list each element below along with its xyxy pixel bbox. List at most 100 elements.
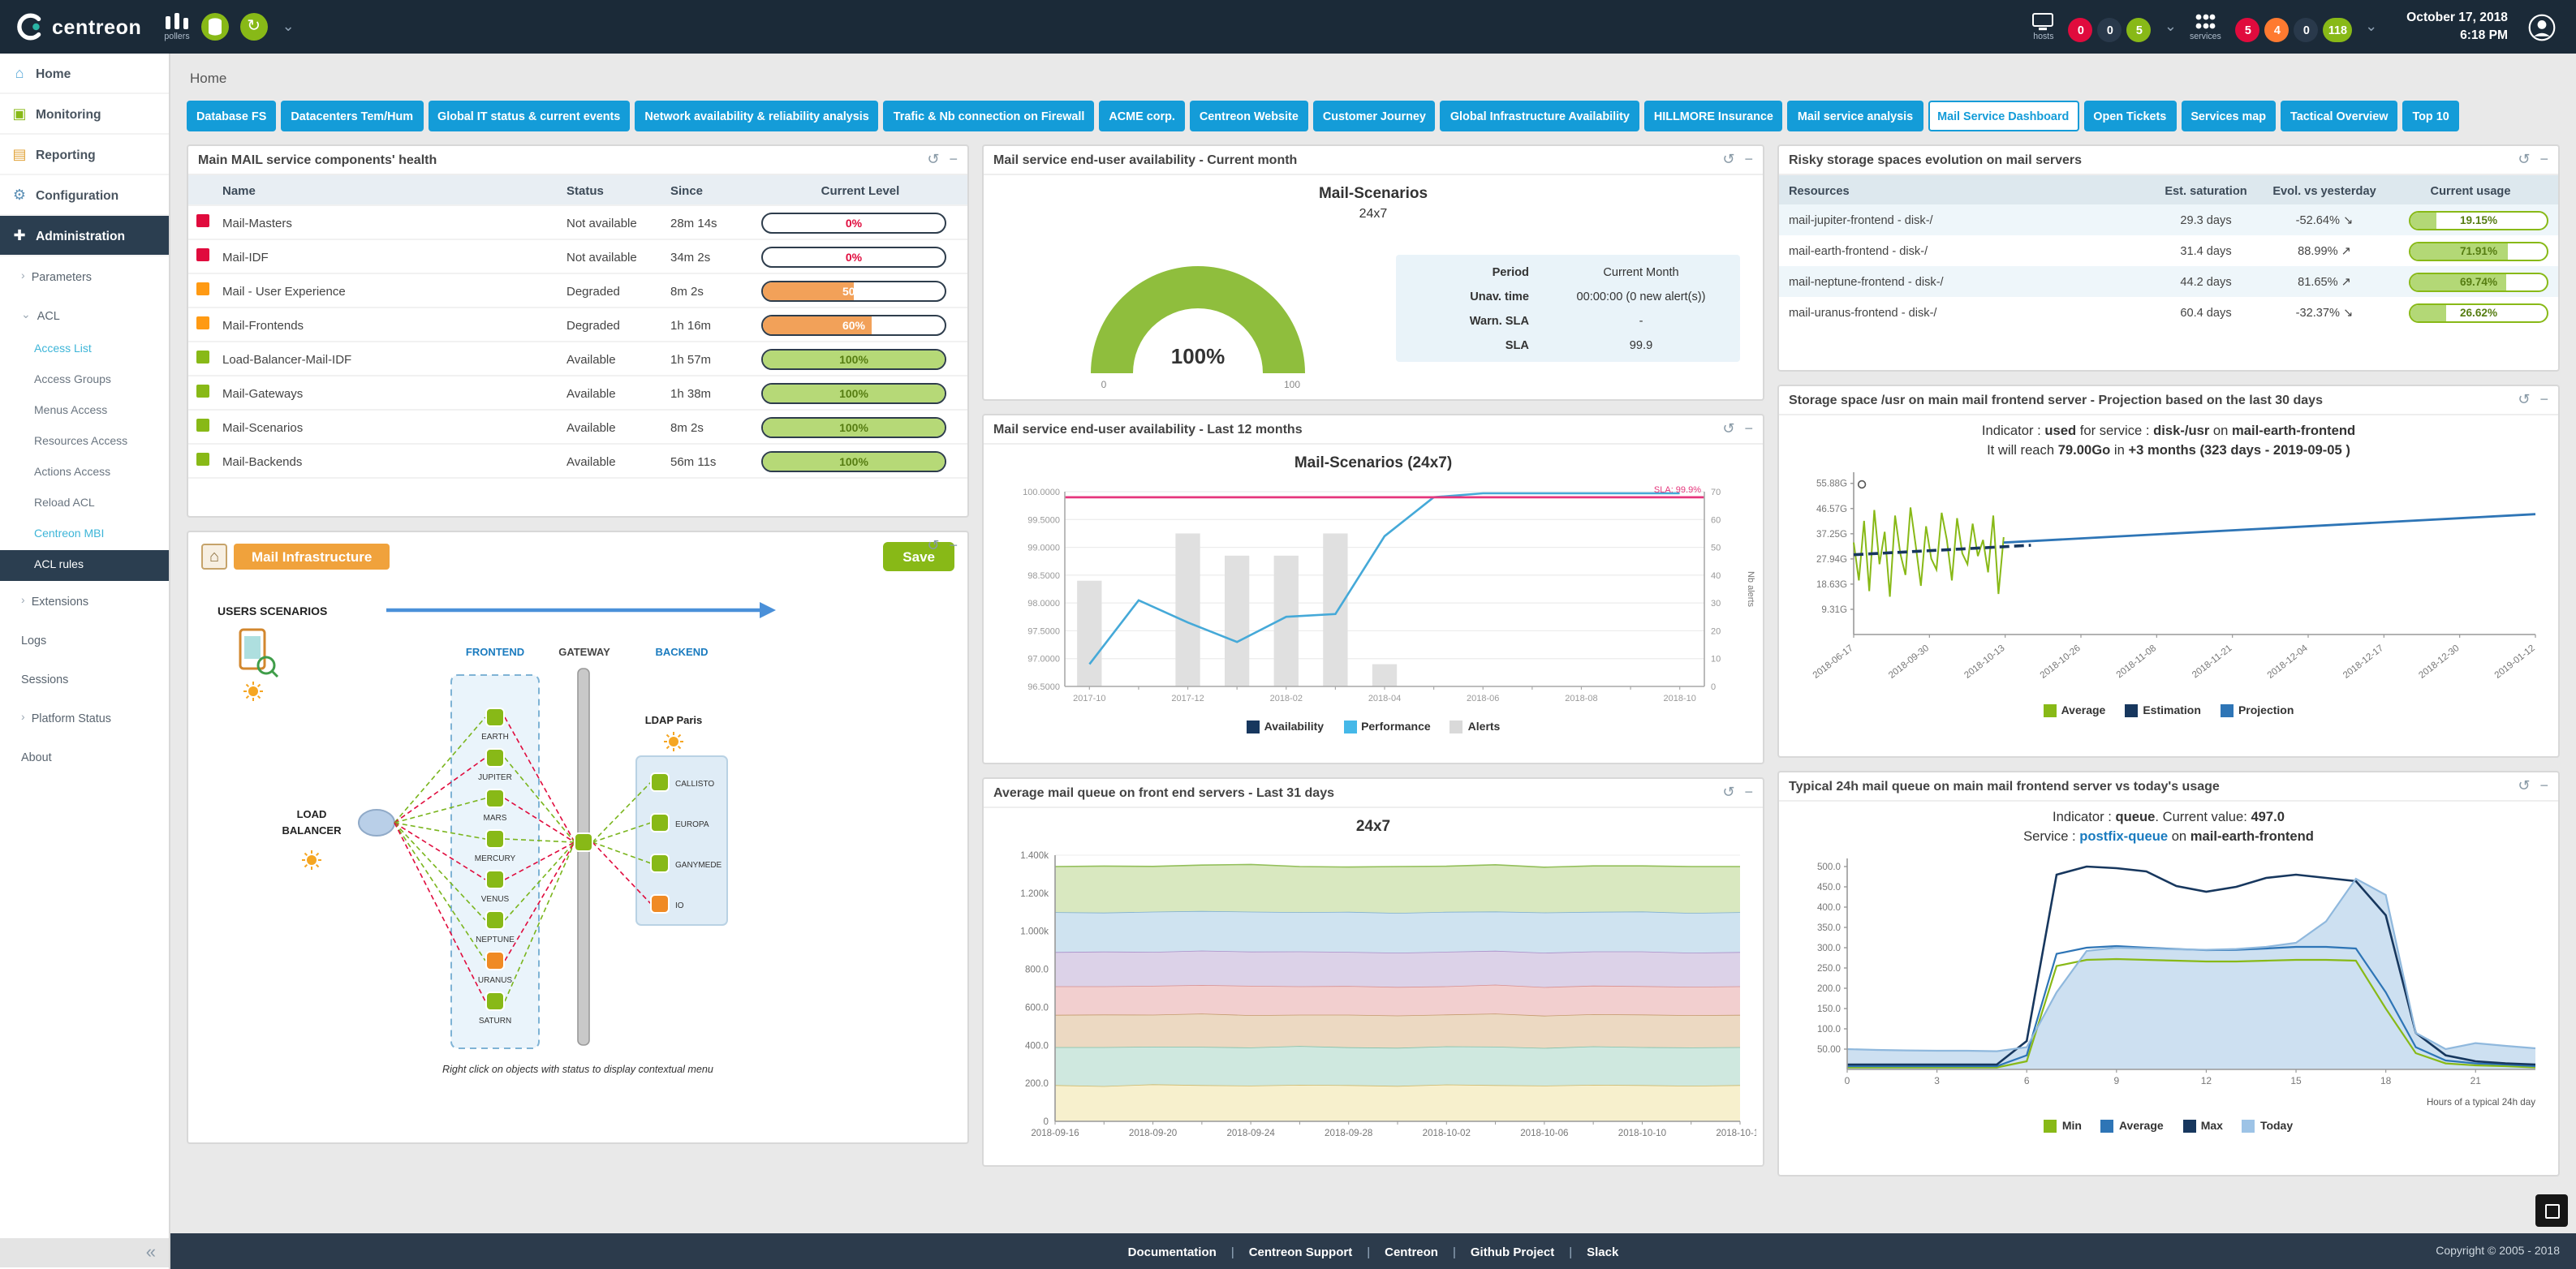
hosts-group[interactable]: hosts	[2033, 12, 2054, 41]
sidebar-item-reporting[interactable]: ▤Reporting	[0, 135, 169, 175]
panel-collapse-icon[interactable]: −	[2539, 393, 2548, 407]
service-status-badge[interactable]: 4	[2265, 17, 2290, 41]
sidebar-item-platform-status[interactable]: ›Platform Status	[0, 698, 169, 737]
tab-database-fs[interactable]: Database FS	[187, 101, 276, 131]
sidebar-item-parameters[interactable]: ›Parameters	[0, 256, 169, 295]
scroll-top-button[interactable]	[2535, 1194, 2568, 1227]
panel-options-icon[interactable]: ↺	[2518, 153, 2530, 167]
legend-item-alerts[interactable]: Alerts	[1450, 721, 1501, 733]
footer-link-slack[interactable]: Slack	[1587, 1244, 1618, 1258]
tab-network-availability-reliability-analysis[interactable]: Network availability & reliability analy…	[635, 101, 878, 131]
brand-logo[interactable]: centreon	[0, 13, 164, 41]
sync-icon[interactable]: ↻	[240, 13, 268, 41]
chevron-down-icon[interactable]: ⌄	[282, 18, 295, 36]
panel-options-icon[interactable]: ↺	[927, 153, 939, 167]
sidebar-item-monitoring[interactable]: ▣Monitoring	[0, 94, 169, 135]
health-row[interactable]: Mail - User ExperienceDegraded8m 2s50%	[188, 274, 967, 308]
sidebar-item-home[interactable]: ⌂Home	[0, 54, 169, 94]
legend-item-performance[interactable]: Performance	[1343, 721, 1431, 733]
host-status-badge[interactable]: 0	[2069, 17, 2093, 41]
health-row[interactable]: Mail-MastersNot available28m 14s0%	[188, 206, 967, 240]
tab-tactical-overview[interactable]: Tactical Overview	[2281, 101, 2397, 131]
panel-collapse-icon[interactable]: −	[2539, 779, 2548, 794]
sidebar-collapse-button[interactable]: «	[0, 1238, 169, 1267]
legend-item-average[interactable]: Average	[2044, 704, 2106, 717]
legend-item-today[interactable]: Today	[2242, 1120, 2293, 1133]
panel-collapse-icon[interactable]: −	[1744, 422, 1753, 437]
tab-centreon-website[interactable]: Centreon Website	[1190, 101, 1308, 131]
health-row[interactable]: Mail-BackendsAvailable56m 11s100%	[188, 445, 967, 479]
sidebar-item-access-groups[interactable]: Access Groups	[0, 365, 169, 396]
sidebar-item-menus-access[interactable]: Menus Access	[0, 396, 169, 427]
health-row[interactable]: Mail-GatewaysAvailable1h 38m100%	[188, 376, 967, 411]
pollers-group[interactable]: pollers	[164, 12, 189, 41]
panel-collapse-icon[interactable]: −	[949, 153, 958, 167]
tab-datacenters-tem-hum[interactable]: Datacenters Tem/Hum	[281, 101, 423, 131]
tab-open-tickets[interactable]: Open Tickets	[2083, 101, 2176, 131]
tab-top-10[interactable]: Top 10	[2402, 101, 2458, 131]
health-row[interactable]: Mail-IDFNot available34m 2s0%	[188, 240, 967, 274]
infra-chip[interactable]: Mail Infrastructure	[234, 544, 390, 570]
tab-services-map[interactable]: Services map	[2181, 101, 2276, 131]
sidebar-item-reload-acl[interactable]: Reload ACL	[0, 488, 169, 519]
footer-link-centreon-support[interactable]: Centreon Support	[1249, 1244, 1353, 1258]
service-status-badge[interactable]: 0	[2294, 17, 2319, 41]
sidebar-item-administration[interactable]: ✚Administration	[0, 216, 169, 256]
database-icon[interactable]	[201, 13, 229, 41]
panel-collapse-icon[interactable]: −	[949, 539, 958, 553]
panel-options-icon[interactable]: ↺	[2518, 779, 2530, 794]
tab-hillmore-insurance[interactable]: HILLMORE Insurance	[1644, 101, 1783, 131]
tab-mail-service-analysis[interactable]: Mail service analysis	[1788, 101, 1923, 131]
footer-link-documentation[interactable]: Documentation	[1128, 1244, 1217, 1258]
sidebar-item-access-list[interactable]: Access List	[0, 334, 169, 365]
tab-mail-service-dashboard[interactable]: Mail Service Dashboard	[1928, 101, 2078, 131]
legend-item-min[interactable]: Min	[2044, 1120, 2082, 1133]
sidebar-item-acl-rules[interactable]: ACL rules	[0, 550, 169, 581]
panel-collapse-icon[interactable]: −	[1744, 153, 1753, 167]
sidebar-item-about[interactable]: About	[0, 737, 169, 776]
sidebar-item-centreon-mbi[interactable]: Centreon MBI	[0, 519, 169, 550]
footer-link-github-project[interactable]: Github Project	[1471, 1244, 1554, 1258]
tab-customer-journey[interactable]: Customer Journey	[1313, 101, 1436, 131]
panel-options-icon[interactable]: ↺	[1722, 153, 1734, 167]
panel-options-icon[interactable]: ↺	[1722, 422, 1734, 437]
chevron-down-icon[interactable]: ⌄	[2165, 18, 2177, 36]
health-row[interactable]: Mail-FrontendsDegraded1h 16m60%	[188, 308, 967, 342]
panel-options-icon[interactable]: ↺	[2518, 393, 2530, 407]
user-avatar-icon[interactable]	[2527, 12, 2557, 41]
sidebar-item-extensions[interactable]: ›Extensions	[0, 581, 169, 620]
legend-item-projection[interactable]: Projection	[2221, 704, 2294, 717]
footer-link-centreon[interactable]: Centreon	[1385, 1244, 1438, 1258]
panel-collapse-icon[interactable]: −	[2539, 153, 2548, 167]
legend-item-max[interactable]: Max	[2183, 1120, 2223, 1133]
panel-collapse-icon[interactable]: −	[1744, 785, 1753, 800]
services-group[interactable]: services	[2190, 12, 2221, 41]
health-row[interactable]: Load-Balancer-Mail-IDFAvailable1h 57m100…	[188, 342, 967, 376]
tab-trafic-nb-connection-on-firewall[interactable]: Trafic & Nb connection on Firewall	[884, 101, 1095, 131]
sidebar-item-logs[interactable]: Logs	[0, 620, 169, 659]
legend-item-estimation[interactable]: Estimation	[2125, 704, 2201, 717]
host-status-badge[interactable]: 5	[2127, 17, 2152, 41]
infra-svg[interactable]: USERS SCENARIOSFRONTENDGATEWAYBACKENDLOA…	[195, 574, 961, 1061]
health-row[interactable]: Mail-ScenariosAvailable8m 2s100%	[188, 411, 967, 445]
service-status-badge[interactable]: 5	[2236, 17, 2260, 41]
sidebar-item-configuration[interactable]: ⚙Configuration	[0, 175, 169, 216]
sidebar-item-resources-access[interactable]: Resources Access	[0, 427, 169, 458]
risky-row[interactable]: mail-jupiter-frontend - disk-/29.3 days-…	[1779, 204, 2558, 235]
tab-acme-corp[interactable]: ACME corp.	[1099, 101, 1184, 131]
service-status-badge[interactable]: 118	[2324, 17, 2352, 41]
legend-item-availability[interactable]: Availability	[1247, 721, 1324, 733]
panel-options-icon[interactable]: ↺	[927, 539, 939, 553]
legend-item-average[interactable]: Average	[2101, 1120, 2164, 1133]
sidebar-item-acl[interactable]: ⌄ACL	[0, 295, 169, 334]
tab-global-infrastructure-availability[interactable]: Global Infrastructure Availability	[1441, 101, 1639, 131]
sidebar-item-actions-access[interactable]: Actions Access	[0, 458, 169, 488]
chevron-down-icon[interactable]: ⌄	[2365, 18, 2377, 36]
risky-row[interactable]: mail-uranus-frontend - disk-/60.4 days-3…	[1779, 297, 2558, 328]
risky-row[interactable]: mail-earth-frontend - disk-/31.4 days88.…	[1779, 235, 2558, 266]
breadcrumb[interactable]: Home	[187, 63, 230, 101]
home-icon[interactable]: ⌂	[201, 544, 227, 570]
host-status-badge[interactable]: 0	[2098, 17, 2122, 41]
sidebar-item-sessions[interactable]: Sessions	[0, 659, 169, 698]
tab-global-it-status-current-events[interactable]: Global IT status & current events	[428, 101, 630, 131]
